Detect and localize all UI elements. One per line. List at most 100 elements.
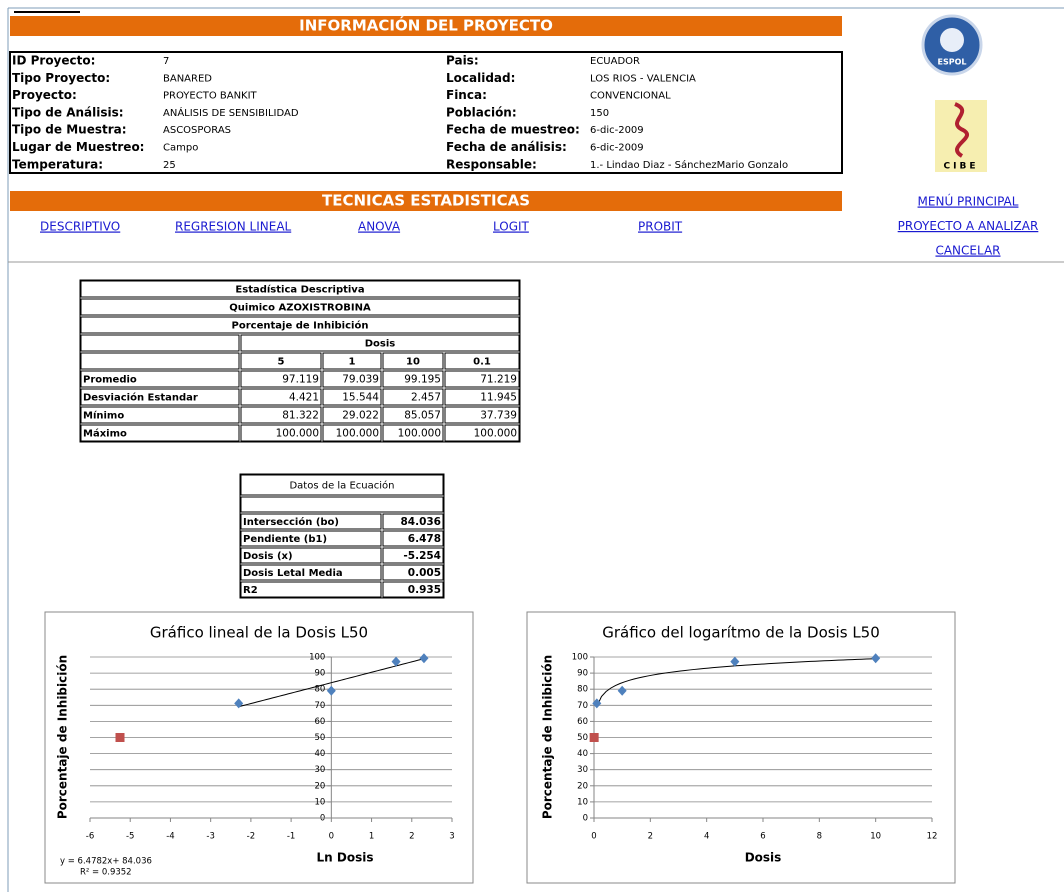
menu-link[interactable]: CANCELAR bbox=[935, 244, 1000, 258]
info-label: Fecha de muestreo: bbox=[446, 123, 580, 137]
marker bbox=[617, 685, 627, 696]
table-frame bbox=[239, 473, 445, 599]
x-tick-label: 4 bbox=[704, 832, 709, 842]
marker bbox=[234, 698, 244, 709]
info-value: ASCOSPORAS bbox=[163, 125, 231, 136]
info-label: Temperatura: bbox=[12, 157, 103, 171]
x-tick-label: 1 bbox=[369, 832, 374, 842]
espol-logo-globe bbox=[940, 28, 964, 52]
techniques-bar bbox=[10, 191, 842, 211]
x-tick-label: 12 bbox=[927, 832, 938, 842]
chart-title: Gráfico lineal de la Dosis L50 bbox=[150, 624, 368, 642]
info-label: Fecha de análisis: bbox=[446, 140, 567, 154]
technique-link[interactable]: ANOVA bbox=[358, 220, 401, 234]
y-tick-label: 40 bbox=[315, 749, 326, 759]
info-label: Lugar de Muestreo: bbox=[12, 140, 144, 154]
x-tick-label: -1 bbox=[287, 832, 295, 842]
y-tick-label: 10 bbox=[315, 797, 326, 807]
equation-value: 84.036 bbox=[400, 516, 441, 528]
table-cell bbox=[80, 316, 520, 334]
row-value: 15.544 bbox=[342, 392, 379, 404]
table-cell bbox=[444, 424, 520, 442]
table-cell bbox=[444, 388, 520, 406]
table-cell bbox=[240, 581, 382, 598]
table-cell bbox=[322, 370, 382, 388]
table-cell bbox=[240, 406, 322, 424]
y-tick-label: 50 bbox=[315, 733, 326, 743]
annotation: R² = 0.9352 bbox=[80, 868, 132, 878]
table-cell bbox=[80, 406, 240, 424]
table-cell bbox=[322, 352, 382, 370]
table-cell bbox=[240, 424, 322, 442]
table-cell bbox=[322, 424, 382, 442]
table-cell bbox=[382, 513, 444, 530]
row-value: 100.000 bbox=[276, 428, 319, 440]
y-tick-label: 40 bbox=[577, 749, 588, 759]
table-column: 1 bbox=[349, 357, 356, 368]
row-value: 71.219 bbox=[480, 374, 517, 386]
marker bbox=[326, 685, 336, 696]
row-value: 81.322 bbox=[282, 410, 319, 422]
info-value: ECUADOR bbox=[590, 56, 640, 67]
table-cell bbox=[240, 564, 382, 581]
cibe-logo-icon bbox=[954, 102, 969, 158]
table-cell bbox=[240, 352, 322, 370]
table-cell bbox=[382, 530, 444, 547]
technique-link[interactable]: PROBIT bbox=[638, 220, 683, 234]
menu-link[interactable]: MENÚ PRINCIPAL bbox=[918, 194, 1019, 209]
equation-title: Datos de la Ecuación bbox=[289, 480, 394, 492]
table-cell bbox=[80, 424, 240, 442]
table-cell bbox=[322, 406, 382, 424]
y-tick-label: 50 bbox=[577, 733, 588, 743]
x-tick-label: -3 bbox=[206, 832, 214, 842]
espol-logo-text: ESPOL bbox=[938, 58, 967, 67]
header-bar bbox=[10, 16, 842, 36]
table-column: 5 bbox=[278, 357, 285, 368]
techniques-title: TECNICAS ESTADISTICAS bbox=[322, 192, 530, 210]
header-title: INFORMACIÓN DEL PROYECTO bbox=[299, 16, 553, 35]
info-value: CONVENCIONAL bbox=[590, 91, 671, 102]
row-value: 100.000 bbox=[398, 428, 441, 440]
row-label: Promedio bbox=[83, 375, 137, 386]
table-cell bbox=[240, 334, 520, 352]
table-cell bbox=[240, 513, 382, 530]
marker bbox=[115, 733, 125, 742]
technique-link[interactable]: LOGIT bbox=[493, 220, 530, 234]
table-cell bbox=[382, 352, 444, 370]
x-tick-label: -2 bbox=[247, 832, 255, 842]
row-value: 99.195 bbox=[404, 374, 441, 386]
row-label: Mínimo bbox=[83, 410, 124, 422]
table-cell bbox=[80, 370, 240, 388]
x-tick-label: 0 bbox=[591, 832, 596, 842]
trendline bbox=[596, 658, 876, 707]
info-value: Campo bbox=[163, 143, 198, 154]
row-value: 11.945 bbox=[480, 392, 517, 404]
info-label: Tipo de Análisis: bbox=[12, 105, 124, 119]
equation-value: 6.478 bbox=[408, 533, 441, 545]
equation-label: Pendiente (b1) bbox=[243, 534, 327, 545]
row-value: 97.119 bbox=[282, 374, 319, 386]
cibe-logo-text: CIBE bbox=[944, 162, 979, 172]
info-label: Tipo Proyecto: bbox=[12, 71, 110, 85]
table-cell bbox=[382, 424, 444, 442]
table-cell bbox=[382, 406, 444, 424]
menu-link[interactable]: PROYECTO A ANALIZAR bbox=[898, 219, 1039, 233]
table-cell bbox=[322, 388, 382, 406]
equation-label: Dosis Letal Media bbox=[243, 568, 343, 579]
info-box bbox=[9, 51, 843, 174]
equation-label: Dosis (x) bbox=[243, 551, 293, 562]
table-cell bbox=[240, 370, 322, 388]
technique-link[interactable]: DESCRIPTIVO bbox=[40, 220, 120, 234]
info-value: PROYECTO BANKIT bbox=[163, 91, 258, 102]
table-title: Estadística Descriptiva bbox=[235, 284, 364, 296]
info-value: 6-dic-2009 bbox=[590, 143, 644, 154]
y-tick-label: 100 bbox=[572, 653, 588, 663]
trendline bbox=[238, 658, 425, 708]
y-tick-label: 70 bbox=[315, 701, 326, 711]
x-axis-label: Dosis bbox=[745, 851, 782, 865]
y-tick-label: 20 bbox=[315, 781, 326, 791]
table-column: 0.1 bbox=[473, 357, 491, 368]
table-cell bbox=[80, 280, 520, 298]
technique-link[interactable]: REGRESION LINEAL bbox=[175, 220, 292, 234]
table-cell bbox=[80, 388, 240, 406]
